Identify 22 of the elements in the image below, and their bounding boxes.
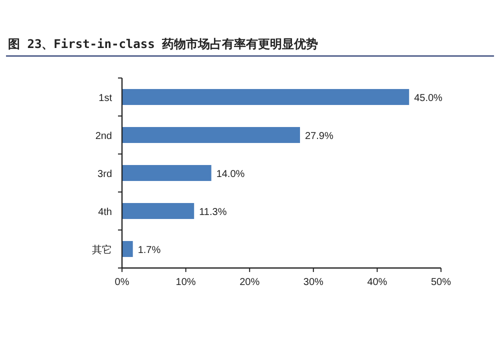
bar	[122, 165, 212, 181]
bar	[122, 127, 300, 143]
x-tick-label: 0%	[114, 277, 130, 288]
x-tick-label: 50%	[430, 277, 452, 288]
x-tick-label: 20%	[240, 277, 260, 288]
y-tick-label: 3rd	[98, 169, 112, 180]
y-tick-label: 4th	[98, 207, 112, 218]
bar	[122, 203, 194, 219]
data-label: 1.7%	[138, 245, 161, 256]
y-tick-label: 2nd	[95, 131, 112, 142]
bar	[122, 89, 410, 105]
data-label: 27.9%	[305, 131, 334, 142]
y-tick-label: 1st	[98, 93, 112, 104]
data-label: 45.0%	[414, 93, 443, 104]
x-tick-label: 30%	[303, 277, 324, 288]
y-tick-label: 其它	[92, 244, 112, 256]
data-label: 11.3%	[199, 207, 227, 218]
bar	[122, 241, 133, 257]
data-label: 14.0%	[216, 169, 245, 180]
x-tick-label: 40%	[367, 277, 388, 288]
x-tick-label: 10%	[176, 277, 196, 288]
chart-title: 图 23、First-in-class 药物市场占有率有更明显优势	[8, 37, 318, 51]
